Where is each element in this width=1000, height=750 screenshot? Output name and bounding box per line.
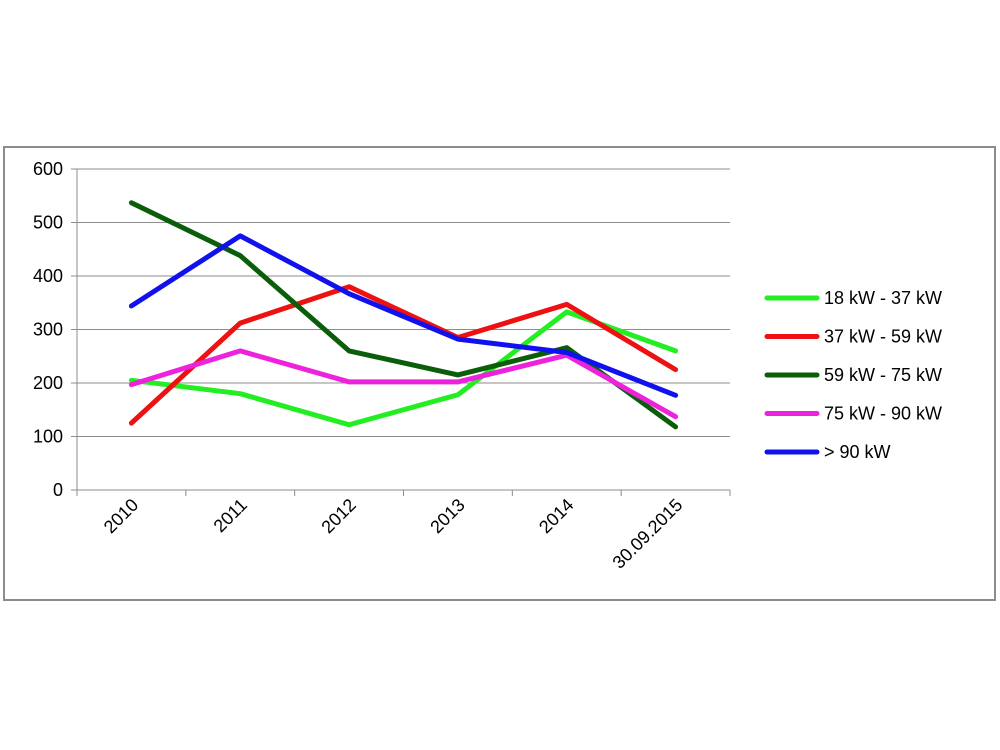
series-line-4 <box>128 348 679 420</box>
y-tick-label: 400 <box>33 266 63 286</box>
legend-label: 75 kW - 90 kW <box>824 404 942 424</box>
x-tick-label: 2012 <box>317 495 359 537</box>
series-line-2 <box>128 284 679 426</box>
x-axis-tick-labels: 2010 2011 2012 2013 2014 30.09.2015 <box>100 495 687 573</box>
y-tick-label: 600 <box>33 159 63 179</box>
y-axis-tick-labels: 0 100 200 300 400 500 600 <box>33 159 63 500</box>
legend-label: 37 kW - 59 kW <box>824 327 942 347</box>
x-tick-label: 2010 <box>100 495 142 537</box>
y-tick-label: 100 <box>33 427 63 447</box>
y-tick-label: 0 <box>53 480 63 500</box>
series-line-1 <box>128 309 679 428</box>
gridlines <box>77 168 730 437</box>
legend-label: 59 kW - 75 kW <box>824 365 942 385</box>
series-line-5 <box>128 233 679 398</box>
x-tick-label: 2011 <box>210 495 252 537</box>
legend: 18 kW - 37 kW 37 kW - 59 kW 59 kW - 75 kW 7… <box>764 288 942 462</box>
x-tick-label: 30.09.2015 <box>609 495 687 573</box>
y-tick-label: 500 <box>33 213 63 233</box>
x-tick-label: 2013 <box>426 495 468 537</box>
y-tick-label: 200 <box>33 373 63 393</box>
x-tick-label: 2014 <box>535 495 577 537</box>
legend-label: 18 kW - 37 kW <box>824 288 942 308</box>
y-tick-label: 300 <box>33 320 63 340</box>
axes <box>71 168 731 496</box>
legend-label: > 90 kW <box>824 442 891 462</box>
series-lines <box>128 200 679 430</box>
